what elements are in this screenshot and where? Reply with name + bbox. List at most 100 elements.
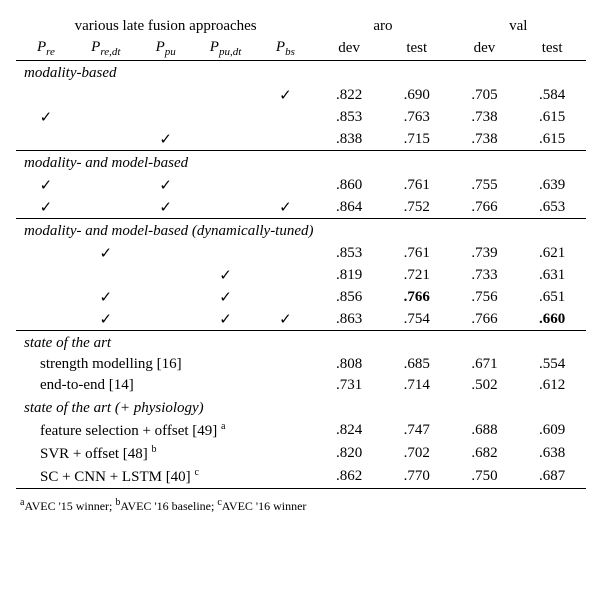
value-cell: .660 bbox=[518, 308, 586, 331]
value-cell: .766 bbox=[451, 308, 519, 331]
check-cell: ✓ bbox=[255, 84, 315, 106]
header-aro: aro bbox=[315, 16, 450, 37]
check-cell: ✓ bbox=[196, 286, 256, 308]
check-cell bbox=[136, 84, 196, 106]
check-cell bbox=[255, 128, 315, 151]
value-cell: .862 bbox=[315, 465, 383, 489]
value-cell: .690 bbox=[383, 84, 451, 106]
value-cell: .763 bbox=[383, 106, 451, 128]
sota-row: strength modelling [16].808.685.671.554 bbox=[16, 354, 586, 375]
value-cell: .766 bbox=[451, 196, 519, 219]
check-cell bbox=[136, 264, 196, 286]
value-cell: .733 bbox=[451, 264, 519, 286]
check-cell: ✓ bbox=[196, 264, 256, 286]
value-cell: .750 bbox=[451, 465, 519, 489]
check-cell bbox=[255, 174, 315, 196]
check-cell bbox=[136, 106, 196, 128]
value-cell: .853 bbox=[315, 242, 383, 264]
value-cell: .702 bbox=[383, 442, 451, 465]
check-cell bbox=[16, 84, 76, 106]
check-cell bbox=[136, 286, 196, 308]
col-Ppu: Ppu bbox=[136, 37, 196, 61]
check-cell bbox=[196, 242, 256, 264]
value-cell: .615 bbox=[518, 128, 586, 151]
check-cell bbox=[255, 286, 315, 308]
check-cell: ✓ bbox=[136, 128, 196, 151]
sota-row: feature selection + offset [49] a.824.74… bbox=[16, 419, 586, 442]
value-cell: .808 bbox=[315, 354, 383, 375]
value-cell: .739 bbox=[451, 242, 519, 264]
check-cell bbox=[136, 308, 196, 331]
value-cell: .584 bbox=[518, 84, 586, 106]
value-cell: .721 bbox=[383, 264, 451, 286]
check-cell: ✓ bbox=[16, 174, 76, 196]
check-cell: ✓ bbox=[16, 106, 76, 128]
sota-name: SC + CNN + LSTM [40] c bbox=[16, 465, 315, 489]
value-cell: .502 bbox=[451, 375, 519, 396]
check-cell bbox=[196, 174, 256, 196]
value-cell: .752 bbox=[383, 196, 451, 219]
check-cell bbox=[196, 84, 256, 106]
value-cell: .770 bbox=[383, 465, 451, 489]
value-cell: .705 bbox=[451, 84, 519, 106]
sota-name: end-to-end [14] bbox=[16, 375, 315, 396]
value-cell: .685 bbox=[383, 354, 451, 375]
check-cell: ✓ bbox=[196, 308, 256, 331]
check-cell bbox=[76, 106, 136, 128]
data-row: ✓.853.761.739.621 bbox=[16, 242, 586, 264]
value-cell: .688 bbox=[451, 419, 519, 442]
check-cell: ✓ bbox=[76, 242, 136, 264]
value-cell: .864 bbox=[315, 196, 383, 219]
check-cell: ✓ bbox=[76, 286, 136, 308]
col-Ppudt: Ppu,dt bbox=[196, 37, 256, 61]
sota-row: end-to-end [14].731.714.502.612 bbox=[16, 375, 586, 396]
data-row: ✓✓✓.863.754.766.660 bbox=[16, 308, 586, 331]
col-val-dev: dev bbox=[451, 37, 519, 61]
sota-label-2: state of the art (+ physiology) bbox=[16, 396, 586, 419]
value-cell: .671 bbox=[451, 354, 519, 375]
check-cell bbox=[196, 196, 256, 219]
check-cell bbox=[16, 264, 76, 286]
sota-row: SVR + offset [48] b.820.702.682.638 bbox=[16, 442, 586, 465]
col-Pre: Pre bbox=[16, 37, 76, 61]
check-cell bbox=[16, 242, 76, 264]
value-cell: .820 bbox=[315, 442, 383, 465]
check-cell bbox=[255, 242, 315, 264]
section-label: modality- and model-based bbox=[16, 151, 586, 175]
check-cell: ✓ bbox=[136, 174, 196, 196]
check-cell bbox=[76, 84, 136, 106]
check-cell: ✓ bbox=[76, 308, 136, 331]
col-Pbs: Pbs bbox=[255, 37, 315, 61]
value-cell: .682 bbox=[451, 442, 519, 465]
value-cell: .756 bbox=[451, 286, 519, 308]
sota-name: feature selection + offset [49] a bbox=[16, 419, 315, 442]
results-table: various late fusion approaches aro val P… bbox=[16, 16, 586, 489]
value-cell: .638 bbox=[518, 442, 586, 465]
value-cell: .863 bbox=[315, 308, 383, 331]
value-cell: .554 bbox=[518, 354, 586, 375]
value-cell: .747 bbox=[383, 419, 451, 442]
value-cell: .822 bbox=[315, 84, 383, 106]
value-cell: .615 bbox=[518, 106, 586, 128]
data-row: ✓.838.715.738.615 bbox=[16, 128, 586, 151]
value-cell: .639 bbox=[518, 174, 586, 196]
value-cell: .653 bbox=[518, 196, 586, 219]
data-row: ✓✓✓.864.752.766.653 bbox=[16, 196, 586, 219]
value-cell: .754 bbox=[383, 308, 451, 331]
footnotes: aAVEC '15 winner; bAVEC '16 baseline; cA… bbox=[16, 497, 586, 514]
check-cell bbox=[255, 106, 315, 128]
value-cell: .715 bbox=[383, 128, 451, 151]
check-cell bbox=[76, 128, 136, 151]
check-cell bbox=[16, 308, 76, 331]
value-cell: .714 bbox=[383, 375, 451, 396]
data-row: ✓✓.856.766.756.651 bbox=[16, 286, 586, 308]
value-cell: .612 bbox=[518, 375, 586, 396]
col-val-test: test bbox=[518, 37, 586, 61]
check-cell: ✓ bbox=[255, 308, 315, 331]
data-row: ✓.853.763.738.615 bbox=[16, 106, 586, 128]
check-cell bbox=[196, 106, 256, 128]
data-row: ✓✓.860.761.755.639 bbox=[16, 174, 586, 196]
section-label: modality-based bbox=[16, 61, 586, 85]
value-cell: .856 bbox=[315, 286, 383, 308]
value-cell: .761 bbox=[383, 174, 451, 196]
